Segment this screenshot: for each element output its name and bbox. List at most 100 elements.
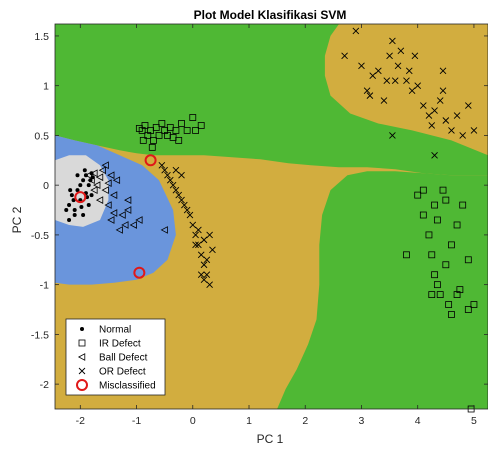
x-tick-label: -2	[76, 415, 85, 427]
y-tick-label: 0	[43, 180, 49, 192]
point-or-defect	[386, 52, 393, 60]
y-tick-label: -0.5	[31, 230, 49, 242]
point-ball-defect	[160, 226, 168, 234]
point-or-defect	[439, 87, 447, 94]
x-tick-label: 4	[415, 415, 421, 427]
point-ir-defect	[139, 136, 147, 144]
point-or-defect	[436, 97, 444, 104]
x-axis-label: PC 1	[257, 432, 284, 446]
point-or-defect	[389, 37, 396, 45]
point-or-defect	[203, 256, 211, 264]
legend-marker-or-defect	[78, 367, 86, 375]
point-or-defect	[380, 97, 388, 104]
point-ball-defect	[87, 176, 95, 185]
point-normal	[81, 178, 86, 183]
point-ir-defect	[197, 122, 205, 129]
point-or-defect	[366, 92, 374, 99]
point-ball-defect	[95, 173, 104, 182]
point-or-defect	[206, 231, 213, 239]
point-or-defect	[411, 52, 419, 60]
point-or-defect	[175, 191, 183, 199]
point-normal	[86, 203, 91, 208]
point-or-defect	[178, 196, 185, 204]
point-ir-defect	[436, 291, 444, 298]
legend-marker-ir-defect	[78, 339, 86, 347]
point-ball-defect	[95, 196, 104, 204]
point-or-defect	[459, 132, 467, 139]
point-normal	[89, 193, 94, 198]
point-or-defect	[383, 77, 391, 85]
point-or-defect	[192, 241, 199, 249]
point-or-defect	[158, 161, 166, 169]
point-ir-defect	[439, 186, 447, 194]
legend-box	[65, 318, 166, 396]
point-normal	[67, 217, 72, 222]
point-ball-defect	[90, 169, 98, 178]
legend-label-normal: Normal	[99, 325, 131, 336]
point-or-defect	[209, 246, 216, 254]
y-tick-label: -1.5	[31, 329, 49, 341]
point-ir-defect	[442, 261, 450, 269]
point-ir-defect	[175, 136, 183, 144]
legend-label-ball-defect: Ball Defect	[99, 353, 148, 364]
point-ir-defect	[148, 143, 156, 151]
y-tick-label: 1	[43, 81, 49, 93]
point-misclassified	[144, 154, 157, 167]
point-ir-defect	[150, 136, 157, 144]
point-ball-defect	[118, 211, 126, 219]
x-tick-label: 2	[302, 415, 308, 427]
point-or-defect	[397, 47, 405, 55]
point-ir-defect	[183, 127, 191, 134]
point-ir-defect	[178, 120, 185, 127]
y-tick-label: -1	[40, 280, 49, 292]
point-ir-defect	[464, 306, 472, 313]
point-or-defect	[197, 271, 205, 279]
point-or-defect	[341, 52, 348, 60]
point-ball-defect	[107, 171, 115, 180]
point-normal	[72, 213, 77, 218]
point-or-defect	[375, 67, 382, 75]
data-points	[64, 27, 478, 413]
point-or-defect	[431, 107, 438, 114]
point-ball-defect	[109, 209, 118, 217]
point-ball-defect	[135, 216, 143, 224]
point-ir-defect	[431, 201, 438, 209]
series-ir-defect	[135, 114, 478, 413]
point-or-defect	[420, 102, 427, 109]
series-misclassified	[74, 154, 157, 279]
point-ball-defect	[107, 216, 115, 224]
point-ir-defect	[155, 132, 163, 139]
y-axis-label: PC 2	[10, 206, 24, 233]
point-or-defect	[206, 281, 213, 288]
point-or-defect	[161, 166, 168, 174]
point-or-defect	[470, 127, 478, 134]
point-ball-defect	[98, 166, 106, 175]
point-or-defect	[405, 67, 413, 75]
y-tick-label: 0.5	[34, 130, 49, 142]
point-normal	[71, 198, 76, 203]
point-ball-defect	[101, 186, 109, 195]
point-ball-defect	[121, 221, 129, 229]
point-or-defect	[358, 62, 365, 70]
point-ball-defect	[112, 176, 121, 185]
point-ball-defect	[109, 191, 118, 199]
point-or-defect	[439, 67, 447, 75]
point-ir-defect	[433, 281, 441, 289]
x-axis: -2 -1 0 1 2 3 4 5	[76, 24, 477, 427]
point-or-defect	[408, 87, 416, 94]
point-normal	[82, 168, 87, 173]
point-ir-defect	[141, 122, 149, 129]
point-or-defect	[394, 62, 402, 70]
point-or-defect	[189, 221, 197, 229]
point-ir-defect	[448, 241, 455, 249]
legend-marker-misclassified	[76, 379, 88, 391]
point-ir-defect	[419, 211, 427, 219]
point-normal	[81, 213, 86, 218]
region-ir-defect	[55, 24, 488, 176]
point-normal	[86, 183, 91, 188]
chart-title: Plot Model Klasifikasi SVM	[194, 8, 347, 22]
point-ir-defect	[470, 301, 478, 308]
point-normal	[75, 188, 80, 193]
point-or-defect	[453, 112, 461, 119]
